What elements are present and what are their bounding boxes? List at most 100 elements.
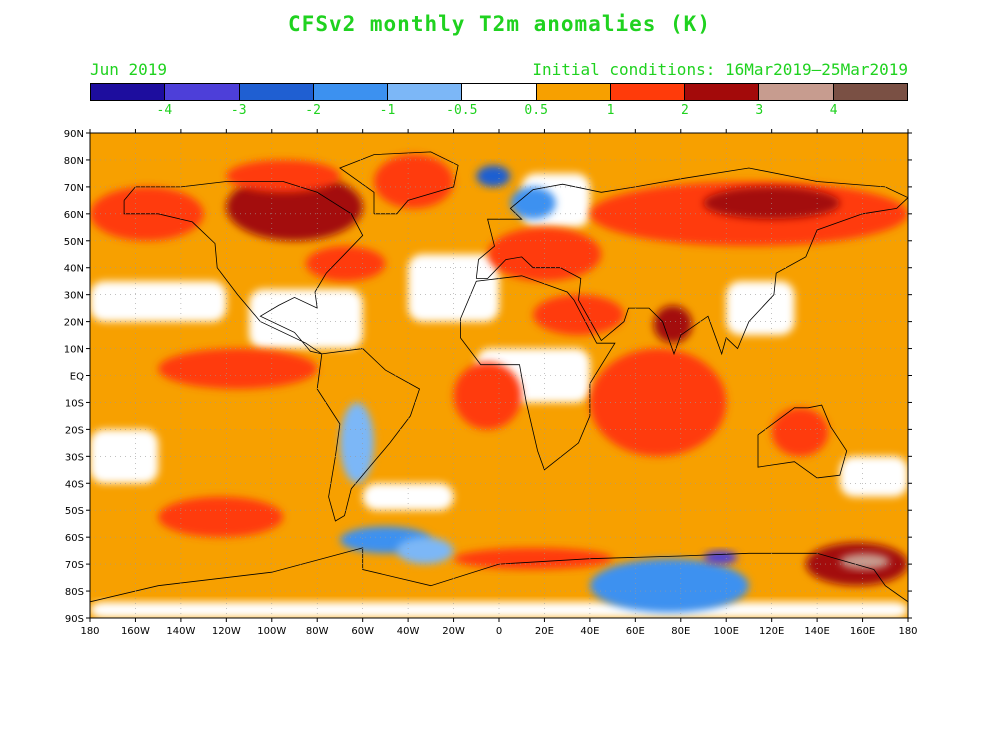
lat-label: 20N [64, 318, 84, 329]
anomaly-region [653, 305, 693, 344]
colorbar-swatch [165, 84, 240, 100]
anomaly-region [396, 537, 454, 565]
lon-label: 20E [535, 626, 554, 637]
lon-label: 60W [351, 626, 374, 637]
colorbar-label: -4 [156, 103, 173, 118]
lat-label: 60N [64, 210, 84, 221]
lon-label: 100W [257, 626, 286, 637]
lat-label: 50S [65, 506, 84, 517]
anomaly-region [339, 402, 375, 484]
colorbar-swatch [685, 84, 760, 100]
lat-label: 70N [64, 183, 84, 194]
colorbar-swatch [536, 84, 611, 100]
coastline [123, 181, 364, 355]
lon-label: 20W [442, 626, 465, 637]
lon-label: 120E [759, 626, 784, 637]
lon-label: 40W [397, 626, 420, 637]
lat-label: 60S [65, 533, 84, 544]
anomaly-region [374, 154, 454, 209]
lon-label: 100E [714, 626, 739, 637]
neutral-anomaly-region [408, 254, 499, 322]
neutral-anomaly-region [726, 281, 795, 336]
anomaly-region [158, 348, 318, 389]
lon-label: 180 [898, 626, 917, 637]
colorbar-swatch [759, 84, 834, 100]
colorbar-swatch [833, 84, 907, 100]
colorbar [90, 83, 908, 101]
coastline [460, 275, 616, 471]
colorbar-swatch [462, 84, 537, 100]
colorbar-swatch [388, 84, 463, 100]
colorbar-label: 1 [606, 103, 615, 118]
lat-label: 10S [65, 398, 84, 409]
lon-label: 120W [212, 626, 241, 637]
lon-label: 80E [671, 626, 690, 637]
initial-conditions: Initial conditions: 16Mar2019–25Mar2019 [532, 60, 908, 79]
lat-label: 20S [65, 425, 84, 436]
anomaly-region [487, 227, 602, 282]
coastline [316, 348, 420, 522]
lon-label: 0 [496, 626, 502, 637]
colorbar-label: -0.5 [446, 103, 478, 118]
anomaly-region [533, 294, 624, 336]
colorbar-swatch [91, 84, 166, 100]
lon-label: 140E [804, 626, 829, 637]
anomaly-region [589, 348, 727, 457]
colorbar-labels: -4 -3 -2 -1 -0.5 0.5 1 2 3 4 [90, 103, 908, 119]
lat-label: 30N [64, 291, 84, 302]
colorbar-label: 2 [680, 103, 689, 118]
colorbar-label: 4 [829, 103, 838, 118]
lat-label: 40N [64, 264, 84, 275]
anomaly-region [839, 553, 890, 570]
colorbar-label: 3 [755, 103, 764, 118]
anomaly-regions [90, 151, 908, 618]
neutral-anomaly-region [90, 429, 159, 484]
anomaly-region [476, 165, 511, 187]
anomaly-region [703, 550, 738, 565]
anomaly-region [771, 407, 829, 457]
lat-label: 30S [65, 452, 84, 463]
coastline [757, 404, 848, 479]
lon-label: 160E [850, 626, 875, 637]
neutral-anomaly-region [90, 281, 227, 322]
colorbar-label: -1 [379, 103, 396, 118]
neutral-anomaly-region [362, 483, 454, 511]
anomaly-region [453, 362, 522, 430]
colorbar-swatch [239, 84, 314, 100]
lon-label: 60E [626, 626, 645, 637]
anomaly-region [589, 558, 749, 613]
lat-label: 90N [64, 129, 84, 140]
lat-label: 90S [65, 614, 84, 625]
lat-label: 80S [65, 587, 84, 598]
lat-label: EQ [70, 372, 84, 383]
lat-label: 10N [64, 345, 84, 356]
lat-label: 40S [65, 479, 84, 490]
colorbar-label: -2 [305, 103, 321, 118]
coastline [90, 547, 908, 603]
neutral-anomaly-region [839, 456, 908, 497]
anomaly-region [226, 159, 340, 193]
anomaly-region [305, 246, 386, 282]
lon-label: 140W [166, 626, 195, 637]
anomaly-region [158, 496, 284, 538]
lon-label: 180 [80, 626, 99, 637]
lat-label: 50N [64, 237, 84, 248]
colorbar-swatch [610, 84, 686, 100]
lon-label: 160W [121, 626, 150, 637]
colorbar-swatch [313, 84, 389, 100]
valid-month: Jun 2019 [90, 60, 168, 79]
lon-label: 80W [306, 626, 329, 637]
colorbar-label: -3 [230, 103, 247, 118]
colorbar-label: 0.5 [524, 103, 548, 118]
anomaly-region [510, 186, 556, 220]
lat-label: 80N [64, 156, 84, 167]
lon-label: 40E [580, 626, 599, 637]
lat-label: 70S [65, 560, 84, 571]
anomaly-region [453, 547, 613, 570]
neutral-anomaly-region [90, 601, 908, 618]
neutral-anomaly-region [249, 289, 363, 349]
coastline [475, 167, 908, 356]
coastline [339, 151, 459, 215]
map-title: CFSv2 monthly T2m anomalies (K) [288, 12, 711, 36]
